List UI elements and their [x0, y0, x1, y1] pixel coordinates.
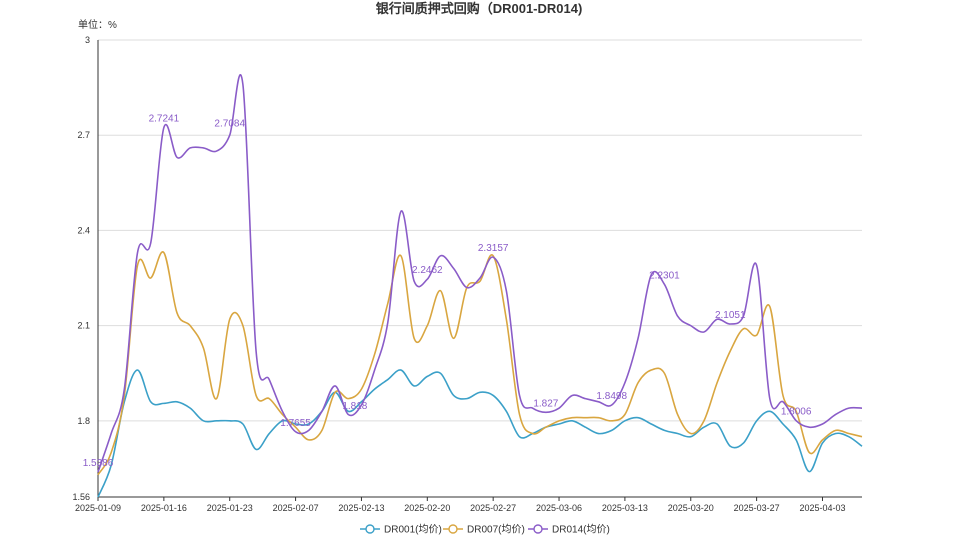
gridlines	[98, 39, 862, 498]
legend-marker	[533, 524, 543, 534]
series-lines	[97, 74, 863, 498]
x-tick-label: 2025-04-03	[799, 503, 845, 513]
y-tick-label: 2.1	[77, 321, 90, 331]
axes: 1.56 1.8 2.1 2.4 2.7 3 2025-01-09 2025-01-16 202…	[72, 35, 862, 513]
data-labels: 1.5386 2.7241 2.7084 1.7655 1.818 2.2462 2.315…	[83, 114, 812, 469]
legend-label: DR001(均价)	[384, 524, 442, 536]
data-label: 2.2301	[649, 270, 680, 281]
y-tick-label: 2.4	[77, 225, 90, 235]
y-tick-label: 3	[85, 35, 90, 45]
x-tick-label: 2025-02-07	[273, 503, 319, 513]
y-tick-label: 2.7	[77, 130, 90, 140]
series-line-1	[97, 251, 863, 476]
x-tick-label: 2025-02-27	[470, 503, 516, 513]
legend-label: DR007(均价)	[467, 524, 525, 536]
data-label: 1.818	[342, 401, 367, 412]
legend-label: DR014(均价)	[552, 524, 610, 536]
data-label: 1.827	[533, 398, 558, 409]
legend-marker	[365, 524, 375, 534]
data-label: 1.8006	[781, 407, 812, 418]
data-label: 1.5386	[83, 458, 114, 469]
series-line-2	[97, 74, 863, 473]
x-tick-label: 2025-03-06	[536, 503, 582, 513]
series-line-0	[97, 369, 863, 498]
x-tick-label: 2025-02-20	[404, 503, 450, 513]
data-label: 2.1051	[715, 310, 746, 321]
x-tick-label: 2025-01-09	[75, 503, 121, 513]
data-label: 2.7241	[149, 114, 180, 125]
x-tick-label: 2025-03-13	[602, 503, 648, 513]
legend: DR001(均价) DR007(均价) DR014(均价)	[360, 524, 610, 536]
x-tick-label: 2025-01-16	[141, 503, 187, 513]
x-tick-label: 2025-02-13	[338, 503, 384, 513]
data-label: 2.2462	[412, 265, 443, 276]
x-tick-label: 2025-03-20	[668, 503, 714, 513]
x-tick-label: 2025-03-27	[734, 503, 780, 513]
x-tick-label: 2025-01-23	[207, 503, 253, 513]
unit-label: 单位：%	[78, 18, 117, 31]
y-tick-label: 1.8	[77, 416, 90, 426]
data-label: 1.7655	[280, 418, 311, 429]
data-label: 2.7084	[214, 119, 245, 130]
data-label: 2.3157	[478, 243, 509, 254]
chart-title: 银行间质押式回购（DR001-DR014)	[376, 1, 583, 16]
y-tick-label: 1.56	[72, 492, 90, 502]
data-label: 1.8498	[596, 391, 627, 402]
legend-marker	[448, 524, 458, 534]
